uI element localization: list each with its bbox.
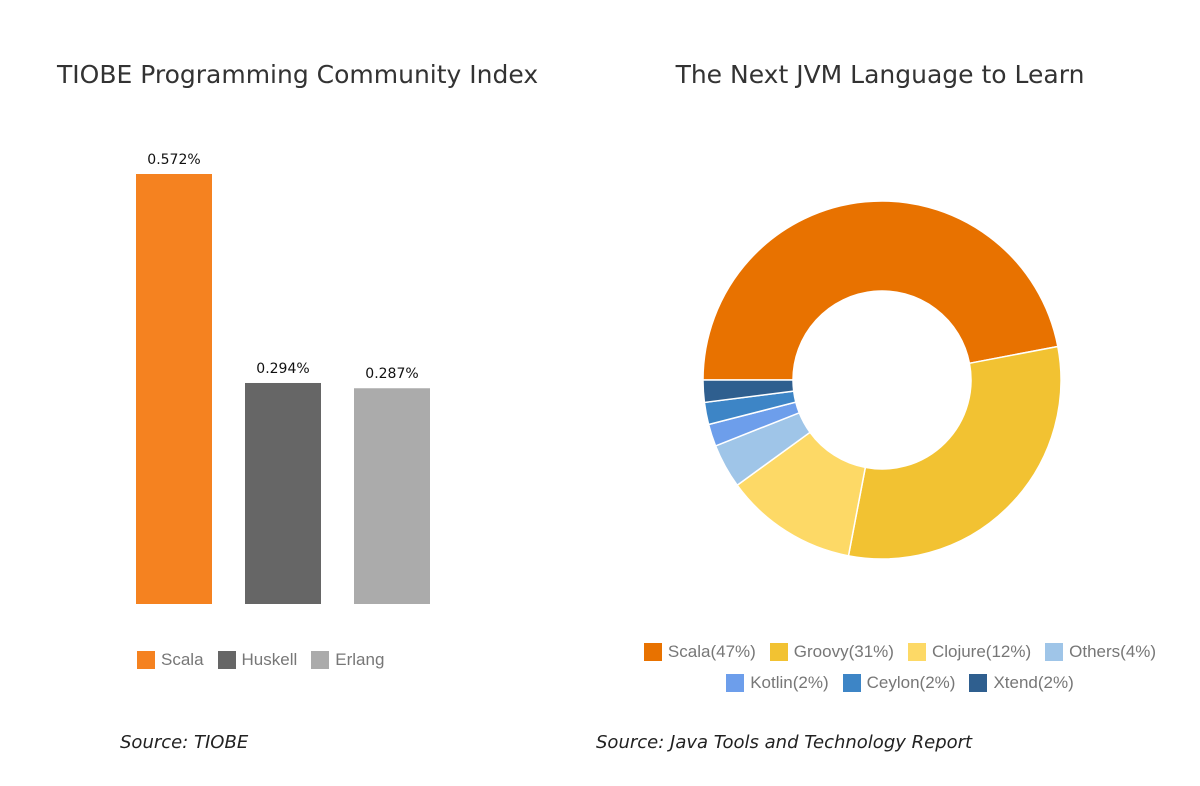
bar-value-label: 0.572% [147, 152, 200, 168]
legend-swatch [907, 643, 926, 661]
donut-legend: Scala(47%) Groovy(31%) Clojure(12%) Others(… [600, 642, 1200, 704]
donut-source-note: Source: Java Tools and Technology Report [596, 732, 973, 753]
bar-erlang [354, 388, 430, 604]
legend-item: Groovy(31%) [769, 642, 894, 662]
bar-chart: 0.572% 0.294% 0.287% [136, 152, 430, 604]
legend-label: Clojure(12%) [931, 642, 1032, 661]
legend-label: Ceylon(2%) [866, 673, 956, 692]
donut-slice-xtend [702, 379, 795, 404]
bar-chart-title: TIOBE Programming Community Index [57, 60, 539, 89]
legend-label: Scala [161, 650, 204, 669]
legend-row: Scala Huskell Erlang [137, 650, 384, 670]
bar-source-note: Source: TIOBE [120, 732, 249, 753]
donut-chart [702, 200, 1062, 560]
legend-item: Clojure(12%) [907, 642, 1032, 662]
tiobe-chart-panel: TIOBE Programming Community Index 0.572%… [57, 60, 539, 753]
legend-label: Scala(47%) [667, 642, 756, 661]
legend-row: Scala(47%) Groovy(31%) Clojure(12%) Others(… [600, 642, 1200, 662]
legend-label: Groovy(31%) [793, 642, 894, 661]
legend-swatch [726, 674, 745, 692]
donut-slice-groovy [847, 345, 1062, 560]
legend-label: Huskell [241, 650, 298, 669]
legend-item: Others(4%) [1045, 642, 1156, 662]
legend-item: Scala(47%) [643, 642, 756, 662]
donut-chart-title: The Next JVM Language to Learn [675, 60, 1085, 89]
legend-swatch [311, 651, 330, 669]
legend-label: Xtend(2%) [993, 673, 1074, 692]
bar-value-label: 0.294% [256, 361, 309, 377]
legend-label: Kotlin(2%) [750, 673, 829, 692]
bar-value-label: 0.287% [365, 366, 418, 382]
legend-label: Others(4%) [1069, 642, 1157, 661]
legend-item: Ceylon(2%) [842, 673, 956, 693]
bar-legend: Scala Huskell Erlang [137, 650, 384, 681]
donut-slice-scala [702, 200, 1059, 381]
legend-swatch [217, 651, 236, 669]
legend-swatch [1045, 643, 1064, 661]
legend-label: Erlang [335, 650, 385, 669]
legend-item: Kotlin(2%) [726, 673, 829, 693]
legend-item: Scala [137, 650, 204, 670]
legend-swatch [643, 643, 662, 661]
legend-swatch [842, 674, 861, 692]
legend-item: Huskell [217, 650, 298, 670]
legend-row: Kotlin(2%) Ceylon(2%) Xtend(2%) [600, 673, 1200, 693]
legend-swatch [137, 651, 155, 669]
bar-scala [136, 174, 212, 604]
jvm-chart-panel: The Next JVM Language to Learn Scala(47%… [596, 0, 1200, 786]
legend-swatch [969, 674, 988, 692]
legend-item: Erlang [311, 650, 384, 670]
legend-item: Xtend(2%) [969, 673, 1074, 693]
legend-swatch [769, 643, 788, 661]
bar-huskell [245, 382, 321, 604]
